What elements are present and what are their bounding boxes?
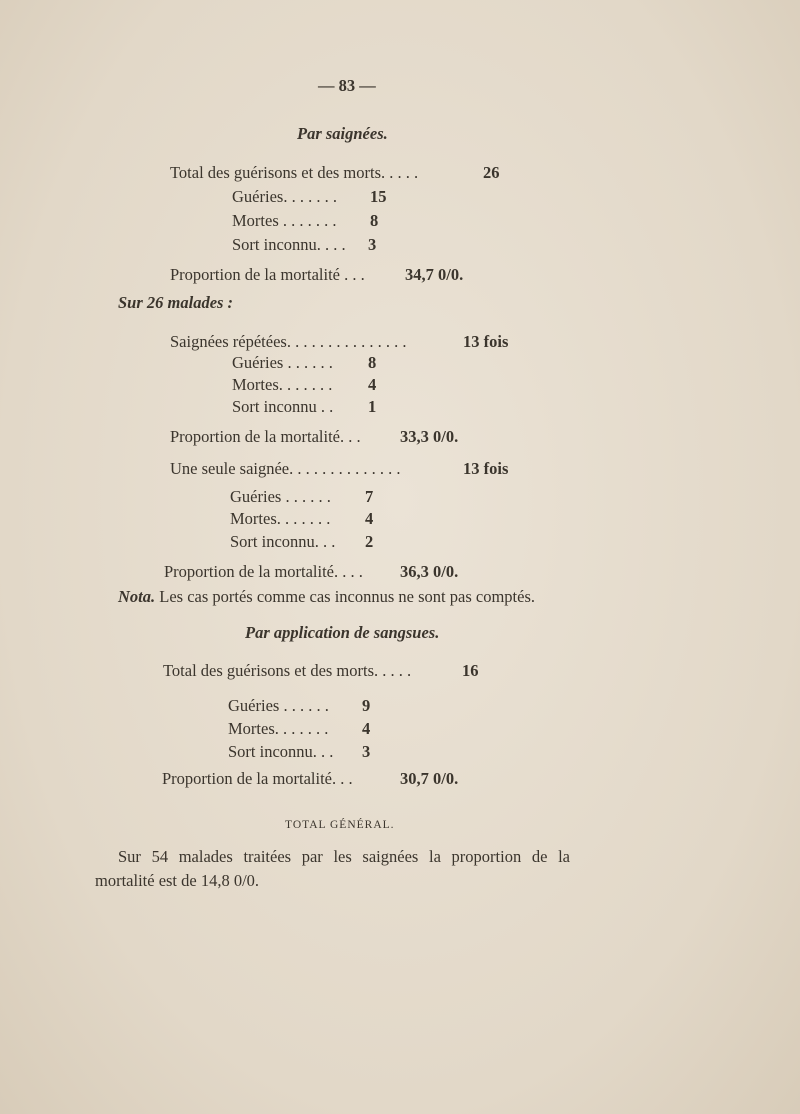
line-text: Total des guérisons et des morts. . . . … bbox=[170, 163, 419, 182]
line-text: Une seule saignée. . . . . . . . . . . .… bbox=[170, 459, 401, 478]
line-value: 36,3 0/0. bbox=[400, 562, 459, 581]
text-line: Par application de sangsues. bbox=[245, 623, 439, 643]
text-line: Sur 26 malades : bbox=[118, 293, 233, 313]
text-line: Mortes . . . . . . . bbox=[232, 211, 337, 231]
line-text: Mortes. . . . . . . bbox=[228, 719, 329, 738]
line-value: 1 bbox=[368, 397, 377, 416]
line-text: Les cas portés comme cas inconnus ne son… bbox=[159, 587, 535, 606]
line-text: Par application de sangsues. bbox=[245, 623, 440, 642]
line-value: 33,3 0/0. bbox=[400, 427, 459, 446]
line-value: 34,7 0/0. bbox=[405, 265, 464, 284]
line-text: Guéries . . . . . . bbox=[228, 696, 329, 715]
line-text: Mortes . . . . . . . bbox=[232, 211, 337, 230]
text-line: Guéries . . . . . . bbox=[232, 353, 333, 373]
text-line: Une seule saignée. . . . . . . . . . . .… bbox=[170, 459, 401, 479]
line-value: 30,7 0/0. bbox=[400, 769, 459, 788]
text-line: Sort inconnu. . . bbox=[228, 742, 333, 762]
line-text: Par saignées. bbox=[297, 124, 388, 143]
line-value: 4 bbox=[368, 375, 377, 394]
text-line: Sort inconnu. . . bbox=[230, 532, 335, 552]
text-line: Mortes. . . . . . . bbox=[232, 375, 332, 395]
line-text: Sort inconnu. . . bbox=[230, 532, 336, 551]
text-line: Total des guérisons et des morts. . . . … bbox=[170, 163, 418, 183]
line-text: Guéries . . . . . . bbox=[230, 487, 331, 506]
text-line: Guéries . . . . . . bbox=[230, 487, 331, 507]
line-value: 9 bbox=[362, 696, 371, 715]
line-value: 3 bbox=[368, 235, 377, 254]
line-value: 15 bbox=[370, 187, 387, 206]
line-text: Mortes. . . . . . . bbox=[232, 375, 333, 394]
line-text: Saignées répétées. . . . . . . . . . . .… bbox=[170, 332, 407, 351]
line-text: Proportion de la mortalité . . . bbox=[170, 265, 365, 284]
text-line: mortalité est de 14,8 0/0. bbox=[95, 871, 259, 891]
text-line: Guéries . . . . . . bbox=[228, 696, 329, 716]
line-text: Proportion de la mortalité. . . bbox=[170, 427, 361, 446]
text-line: Par saignées. bbox=[297, 124, 388, 144]
line-text: Mortes. . . . . . . bbox=[230, 509, 331, 528]
text-line: Nota. Les cas portés comme cas inconnus … bbox=[118, 587, 535, 607]
line-value: 8 bbox=[370, 211, 379, 230]
line-value: 13 fois bbox=[463, 459, 509, 478]
text-line: Sort inconnu . . bbox=[232, 397, 333, 417]
line-value: 3 bbox=[362, 742, 371, 761]
line-text: Sur 54 malades traitées par les saignées… bbox=[118, 847, 570, 866]
line-text: Sort inconnu. . . . bbox=[232, 235, 346, 254]
line-value: 4 bbox=[362, 719, 371, 738]
text-line: Sort inconnu. . . . bbox=[232, 235, 346, 255]
line-text: Proportion de la mortalité. . . bbox=[162, 769, 353, 788]
line-text: mortalité est de 14,8 0/0. bbox=[95, 871, 260, 890]
line-text: Guéries. . . . . . . bbox=[232, 187, 337, 206]
line-text: Proportion de la mortalité. . . . bbox=[164, 562, 363, 581]
line-text: Guéries . . . . . . bbox=[232, 353, 333, 372]
text-line: Sur 54 malades traitées par les saignées… bbox=[118, 847, 570, 867]
line-value: 2 bbox=[365, 532, 374, 551]
line-text: Sort inconnu . . bbox=[232, 397, 334, 416]
line-text: TOTAL GÉNÉRAL. bbox=[285, 819, 395, 831]
line-text: Total des guérisons et des morts. . . . … bbox=[163, 661, 412, 680]
text-line: Saignées répétées. . . . . . . . . . . .… bbox=[170, 332, 406, 352]
line-text: Sort inconnu. . . bbox=[228, 742, 334, 761]
note-label: Nota. bbox=[118, 587, 156, 606]
line-value: 4 bbox=[365, 509, 374, 528]
text-line: Total des guérisons et des morts. . . . … bbox=[163, 661, 411, 681]
text-line: TOTAL GÉNÉRAL. bbox=[285, 815, 395, 835]
line-value: 8 bbox=[368, 353, 377, 372]
text-line: Proportion de la mortalité. . . . bbox=[164, 562, 363, 582]
line-value: 7 bbox=[365, 487, 374, 506]
line-value: 26 bbox=[483, 163, 500, 182]
text-line: Mortes. . . . . . . bbox=[230, 509, 330, 529]
text-line: Proportion de la mortalité. . . bbox=[162, 769, 353, 789]
line-text: Sur 26 malades : bbox=[118, 293, 234, 312]
text-line: — 83 — bbox=[318, 76, 376, 96]
text-line: Proportion de la mortalité . . . bbox=[170, 265, 365, 285]
text-line: Mortes. . . . . . . bbox=[228, 719, 328, 739]
line-text: — 83 — bbox=[318, 76, 376, 95]
text-line: Proportion de la mortalité. . . bbox=[170, 427, 361, 447]
line-value: 16 bbox=[462, 661, 479, 680]
text-line: Guéries. . . . . . . bbox=[232, 187, 337, 207]
line-value: 13 fois bbox=[463, 332, 509, 351]
